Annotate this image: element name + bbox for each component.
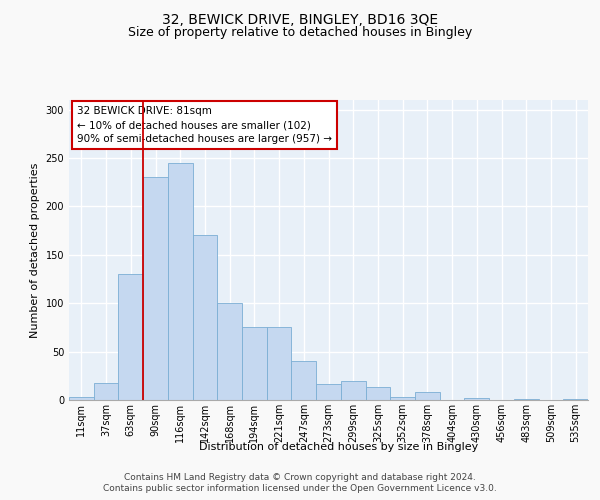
Bar xyxy=(267,328,292,400)
Bar xyxy=(341,380,365,400)
Text: Contains HM Land Registry data © Crown copyright and database right 2024.: Contains HM Land Registry data © Crown c… xyxy=(124,472,476,482)
Bar xyxy=(217,303,242,400)
Bar xyxy=(118,274,143,400)
Text: 32, BEWICK DRIVE, BINGLEY, BD16 3QE: 32, BEWICK DRIVE, BINGLEY, BD16 3QE xyxy=(162,12,438,26)
Bar xyxy=(168,163,193,400)
Bar xyxy=(242,328,267,400)
Bar xyxy=(464,398,489,400)
Text: Distribution of detached houses by size in Bingley: Distribution of detached houses by size … xyxy=(199,442,479,452)
Bar xyxy=(69,397,94,400)
Bar xyxy=(292,362,316,400)
Bar xyxy=(193,236,217,400)
Text: Size of property relative to detached houses in Bingley: Size of property relative to detached ho… xyxy=(128,26,472,39)
Bar xyxy=(365,388,390,400)
Bar xyxy=(415,392,440,400)
Bar xyxy=(143,178,168,400)
Y-axis label: Number of detached properties: Number of detached properties xyxy=(30,162,40,338)
Bar xyxy=(390,397,415,400)
Bar xyxy=(514,399,539,400)
Text: 32 BEWICK DRIVE: 81sqm
← 10% of detached houses are smaller (102)
90% of semi-de: 32 BEWICK DRIVE: 81sqm ← 10% of detached… xyxy=(77,106,332,144)
Text: Contains public sector information licensed under the Open Government Licence v3: Contains public sector information licen… xyxy=(103,484,497,493)
Bar xyxy=(94,382,118,400)
Bar xyxy=(316,384,341,400)
Bar xyxy=(563,399,588,400)
